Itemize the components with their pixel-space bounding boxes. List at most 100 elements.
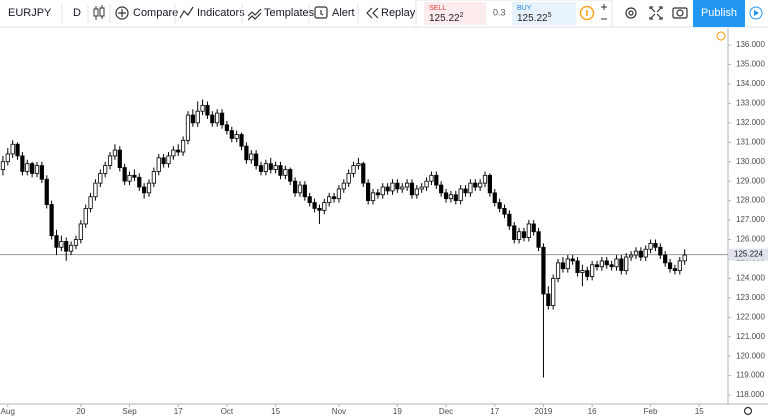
candle-body <box>146 182 152 194</box>
candle-body <box>20 155 25 172</box>
candle-body <box>409 182 415 196</box>
candle-body <box>312 202 317 209</box>
buy-label[interactable]: BUY <box>517 5 532 12</box>
candle-body <box>341 182 346 190</box>
y-tick-label: 122.000 <box>736 312 765 321</box>
candle-body <box>385 186 390 192</box>
button-label[interactable]: Alert <box>332 7 355 19</box>
candle-body <box>400 186 405 190</box>
y-tick-label: 135.000 <box>736 60 765 69</box>
candle-body <box>624 256 629 272</box>
candle-body <box>536 231 541 248</box>
settings-button[interactable] <box>625 7 637 19</box>
x-tick-label: Nov <box>332 407 346 416</box>
candle-body <box>5 153 10 163</box>
candle-body <box>526 223 531 238</box>
interval[interactable]: D <box>73 7 81 19</box>
candle-body <box>468 182 473 194</box>
candle-body <box>93 182 98 198</box>
candle-body <box>482 174 488 184</box>
settings-button[interactable] <box>743 406 753 416</box>
candle-body <box>127 174 132 182</box>
candle-body <box>366 182 371 202</box>
candle-body <box>30 163 35 174</box>
sell-label[interactable]: SELL <box>429 5 446 12</box>
candle-body <box>638 250 643 258</box>
templates-button[interactable]: Templates <box>247 7 315 21</box>
candle-body <box>370 192 376 202</box>
candle-body <box>288 169 293 182</box>
icon <box>628 10 634 16</box>
candle-body <box>59 241 64 248</box>
last-price-label: 125.224 <box>734 250 763 259</box>
sell-price[interactable]: 125.222 <box>429 12 464 24</box>
candle-body <box>331 196 337 200</box>
candle-body <box>273 165 278 170</box>
candle-body <box>0 161 6 170</box>
sell-button[interactable] <box>424 2 486 25</box>
button-label[interactable]: Compare <box>133 7 178 19</box>
candle-body <box>487 174 492 194</box>
icon <box>320 10 324 16</box>
button-label[interactable]: Templates <box>264 7 315 19</box>
candle-body <box>322 202 327 211</box>
candle-body <box>171 149 176 157</box>
snapshot-button[interactable] <box>672 7 688 19</box>
y-tick-label: 118.000 <box>736 390 765 399</box>
candle-body <box>142 186 147 194</box>
button-label[interactable]: Indicators <box>197 7 245 19</box>
candle-body <box>497 202 502 209</box>
info-icon[interactable] <box>579 5 595 21</box>
y-tick-label: 120.000 <box>736 351 765 360</box>
info-icon[interactable] <box>716 31 726 41</box>
candle-body <box>297 184 303 194</box>
x-tick-label: 16 <box>588 407 597 416</box>
candle-body <box>215 112 220 124</box>
candle-body <box>49 204 54 237</box>
replay-play <box>754 10 759 16</box>
candle-body <box>419 186 424 190</box>
symbol-button[interactable]: EURJPY <box>8 7 52 19</box>
publish-label[interactable]: Publish <box>701 7 737 19</box>
y-tick-label: 119.000 <box>736 371 765 380</box>
fullscreen-button[interactable] <box>649 6 663 20</box>
button-label[interactable]: Replay <box>381 7 416 19</box>
candle-body <box>263 163 268 172</box>
candle-body <box>278 165 283 176</box>
indicators-button[interactable]: Indicators <box>179 6 245 19</box>
icon <box>247 8 262 21</box>
buy-button[interactable] <box>512 2 576 25</box>
symbol[interactable]: EURJPY <box>8 7 52 19</box>
replay-button[interactable]: Replay <box>366 7 416 19</box>
candle-body <box>151 171 156 184</box>
candle-body <box>161 157 166 165</box>
candle-body <box>492 192 497 203</box>
compare-button[interactable]: Compare <box>115 6 178 20</box>
x-tick-label: 17 <box>174 407 183 416</box>
candle-body <box>434 174 439 186</box>
candle-body <box>551 277 556 307</box>
x-tick-label: 2019 <box>535 407 553 416</box>
x-tick-label: Oct <box>221 407 234 416</box>
x-tick-label: 20 <box>76 407 85 416</box>
candle-body <box>380 186 385 196</box>
chart-style-button[interactable] <box>93 5 105 20</box>
candle-body <box>414 188 419 196</box>
buy-price[interactable]: 125.225 <box>517 12 552 24</box>
candle-body <box>448 194 454 200</box>
trade-panel: SELL 125.222 0.3 BUY 125.225 <box>415 0 613 28</box>
publish-button[interactable] <box>693 0 745 27</box>
x-tick-label: 17 <box>490 407 499 416</box>
candle-body <box>648 243 653 250</box>
sell-price-main: 125.22 <box>429 13 460 24</box>
candle-body <box>585 270 590 277</box>
candle-body <box>195 110 200 124</box>
replay-play[interactable] <box>749 6 763 20</box>
candle-body <box>404 182 410 188</box>
y-tick-label: 128.000 <box>736 196 765 205</box>
alert-button[interactable]: Alert <box>314 6 355 19</box>
candle-body <box>166 155 171 165</box>
quantity-icon[interactable] <box>601 4 607 20</box>
candle-body <box>356 163 361 167</box>
